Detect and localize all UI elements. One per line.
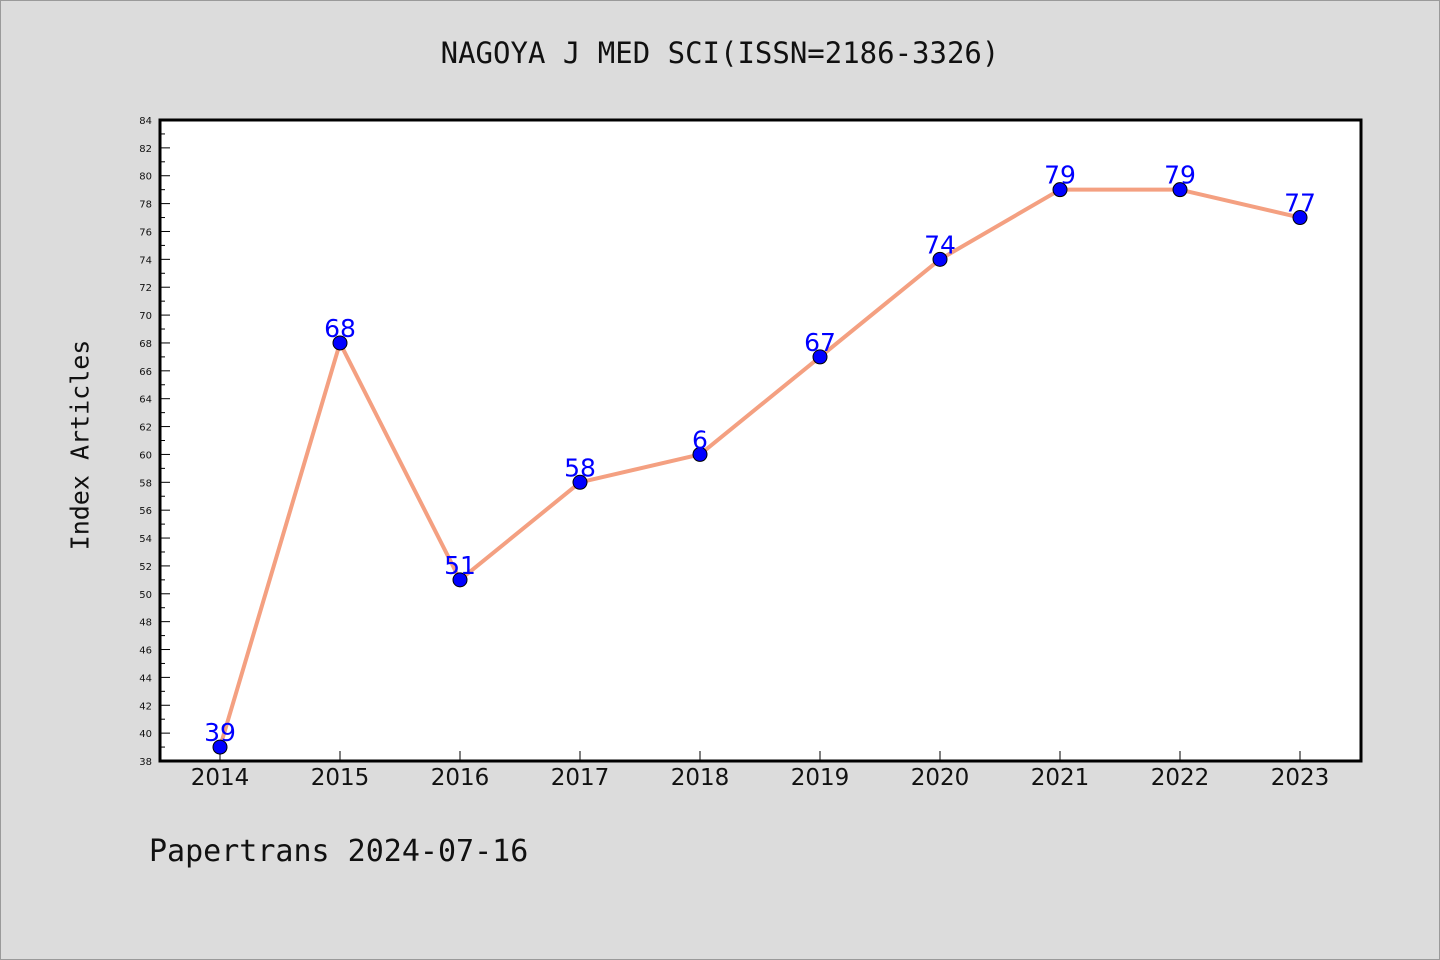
y-tick-label: 78: [139, 200, 152, 211]
x-tick-label: 2014: [191, 765, 250, 791]
y-tick-label: 50: [139, 590, 152, 601]
footer-note: Papertrans 2024-07-16: [149, 834, 529, 869]
series-layer: 39 68 51 58 6 67 74 79 79 77: [204, 161, 1316, 755]
y-axis: 38 40 42 44 46 48 50 52 54 56 58 60 62 64 66 68 70 72 74 76…: [139, 116, 170, 768]
y-tick-label: 68: [139, 339, 152, 350]
y-tick-label: 62: [139, 423, 152, 434]
y-tick-label: 44: [139, 673, 152, 684]
data-point: [812, 349, 828, 365]
data-point: [1052, 182, 1068, 198]
data-point: [932, 251, 948, 267]
x-tick-label: 2015: [311, 765, 370, 791]
chart-title: NAGOYA J MED SCI(ISSN=2186-3326): [440, 36, 1000, 70]
y-tick-label: 84: [139, 116, 152, 127]
y-tick-label: 66: [139, 367, 152, 378]
data-label: 58: [564, 453, 596, 482]
y-tick-label: 58: [139, 478, 152, 489]
y-tick-label: 64: [139, 395, 152, 406]
y-tick-label: 74: [139, 255, 152, 266]
x-axis: 2014 2015 2016 2017 2018 2019 2020 2021 2022 2023: [191, 751, 1330, 791]
data-label: 51: [444, 551, 476, 580]
x-tick-label: 2019: [791, 765, 850, 791]
y-tick-label: 82: [139, 144, 152, 155]
data-label: 39: [204, 718, 236, 747]
x-tick-label: 2022: [1151, 765, 1210, 791]
y-tick-label: 80: [139, 172, 152, 183]
data-label: 67: [804, 328, 836, 357]
x-tick-label: 2021: [1031, 765, 1090, 791]
plot-area: [158, 118, 1363, 763]
data-label: 6: [692, 425, 708, 454]
x-tick-label: 2016: [431, 765, 490, 791]
y-tick-label: 70: [139, 311, 152, 322]
data-point: [332, 335, 348, 351]
data-point: [1292, 210, 1308, 226]
y-tick-label: 38: [139, 757, 152, 768]
y-tick-label: 72: [139, 283, 152, 294]
data-point: [572, 474, 588, 490]
data-label: 68: [324, 314, 356, 343]
data-label: 77: [1284, 189, 1316, 218]
x-tick-label: 2017: [551, 765, 610, 791]
y-tick-label: 54: [139, 534, 152, 545]
y-tick-label: 40: [139, 729, 152, 740]
y-tick-label: 60: [139, 450, 152, 461]
y-tick-label: 46: [139, 646, 152, 657]
data-point: [452, 572, 468, 588]
data-point: [212, 739, 228, 755]
data-label: 79: [1044, 161, 1076, 190]
series-line: [218, 187, 1301, 748]
data-label: 74: [924, 230, 956, 259]
y-tick-label: 42: [139, 701, 152, 712]
x-tick-label: 2018: [671, 765, 730, 791]
data-point: [692, 446, 708, 462]
data-point: [1172, 182, 1188, 198]
x-tick-label: 2020: [911, 765, 970, 791]
data-label: 79: [1164, 161, 1196, 190]
x-tick-label: 2023: [1271, 765, 1330, 791]
y-tick-label: 48: [139, 618, 152, 629]
y-tick-label: 52: [139, 562, 152, 573]
y-tick-label: 56: [139, 506, 152, 517]
y-tick-label: 76: [139, 227, 152, 238]
